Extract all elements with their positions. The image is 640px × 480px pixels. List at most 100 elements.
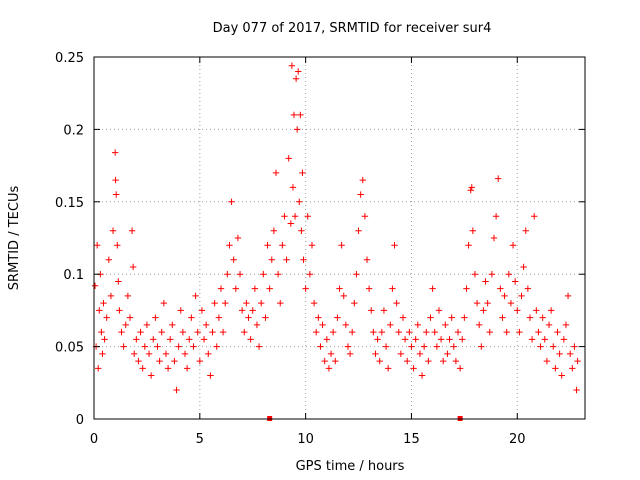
data-point bbox=[319, 321, 326, 329]
data-point bbox=[156, 357, 163, 365]
data-point bbox=[429, 285, 436, 292]
data-point bbox=[342, 321, 350, 329]
data-point bbox=[98, 328, 105, 336]
data-point bbox=[232, 285, 239, 292]
data-point bbox=[533, 307, 540, 314]
data-point bbox=[547, 307, 555, 314]
y-tick-label: 0.2 bbox=[63, 123, 84, 138]
data-point bbox=[511, 278, 519, 285]
data-point bbox=[147, 372, 155, 379]
data-point bbox=[332, 357, 339, 365]
data-point bbox=[112, 176, 119, 184]
data-point bbox=[416, 350, 424, 358]
data-point bbox=[211, 299, 218, 307]
data-point bbox=[368, 307, 375, 314]
data-point bbox=[285, 155, 292, 162]
data-point bbox=[173, 386, 180, 394]
data-point bbox=[100, 299, 107, 307]
data-point bbox=[310, 299, 318, 307]
data-point bbox=[152, 314, 159, 321]
data-point bbox=[253, 321, 261, 329]
data-point bbox=[393, 299, 400, 307]
data-point bbox=[454, 328, 462, 336]
data-point bbox=[505, 271, 513, 278]
data-point bbox=[245, 314, 252, 321]
data-point bbox=[452, 357, 460, 365]
data-point bbox=[255, 343, 263, 350]
y-axis-label: SRMTID / TECUs bbox=[7, 186, 22, 291]
data-point bbox=[236, 271, 244, 278]
data-point bbox=[471, 271, 479, 278]
data-point bbox=[103, 314, 110, 321]
data-point bbox=[560, 336, 568, 343]
data-point bbox=[467, 187, 474, 194]
data-point bbox=[251, 285, 259, 292]
data-point bbox=[213, 343, 220, 350]
data-point bbox=[395, 328, 402, 336]
data-point bbox=[238, 307, 246, 314]
data-point bbox=[91, 282, 99, 289]
data-point bbox=[209, 328, 216, 336]
x-axis-ticks: 0 5 10 15 20 bbox=[90, 57, 526, 447]
data-point bbox=[461, 314, 468, 321]
data-point bbox=[448, 314, 455, 321]
data-point bbox=[291, 213, 299, 220]
data-point bbox=[266, 285, 273, 292]
data-point bbox=[543, 357, 551, 365]
data-point bbox=[573, 386, 580, 394]
data-point bbox=[446, 336, 453, 343]
data-point bbox=[192, 292, 199, 300]
data-point bbox=[302, 285, 309, 292]
data-point bbox=[124, 292, 132, 300]
data-point bbox=[111, 149, 119, 156]
data-point bbox=[113, 191, 120, 198]
y-tick-label: 0 bbox=[76, 413, 84, 428]
data-point bbox=[133, 336, 140, 343]
y-tick-label: 0.1 bbox=[63, 268, 84, 283]
data-point bbox=[283, 256, 290, 263]
data-point bbox=[115, 278, 122, 285]
data-point bbox=[520, 263, 527, 271]
data-point bbox=[101, 336, 108, 343]
data-point bbox=[179, 328, 187, 336]
x-tick-label: 20 bbox=[509, 432, 526, 447]
x-axis-label: GPS time / hours bbox=[296, 459, 405, 474]
data-point bbox=[410, 365, 417, 372]
data-point bbox=[325, 365, 333, 372]
data-point bbox=[118, 328, 125, 336]
data-point bbox=[129, 263, 137, 271]
data-point bbox=[480, 307, 487, 314]
data-point bbox=[503, 328, 510, 336]
data-point bbox=[528, 336, 536, 343]
data-point bbox=[171, 357, 178, 365]
data-point bbox=[562, 321, 570, 329]
data-point bbox=[524, 285, 532, 292]
data-point bbox=[418, 372, 426, 379]
data-point bbox=[370, 328, 377, 336]
data-point bbox=[279, 242, 286, 249]
data-point bbox=[93, 242, 101, 249]
data-point bbox=[406, 328, 413, 336]
data-point bbox=[222, 299, 229, 307]
data-point bbox=[308, 242, 316, 249]
data-point bbox=[122, 321, 129, 329]
data-point bbox=[154, 343, 161, 350]
data-point bbox=[475, 321, 483, 329]
data-point bbox=[162, 350, 170, 358]
data-point bbox=[558, 372, 565, 379]
data-point bbox=[361, 213, 369, 220]
data-point bbox=[262, 314, 269, 321]
data-point bbox=[287, 220, 295, 227]
data-point bbox=[346, 350, 354, 358]
data-point bbox=[268, 256, 275, 263]
data-point bbox=[401, 336, 409, 343]
x-tick-label: 5 bbox=[196, 432, 204, 447]
data-point bbox=[431, 328, 438, 336]
data-point bbox=[425, 357, 432, 365]
data-point bbox=[556, 350, 563, 358]
data-point bbox=[298, 227, 305, 234]
data-point bbox=[207, 372, 214, 379]
data-point bbox=[473, 299, 481, 307]
grid-lines bbox=[94, 57, 585, 419]
data-point bbox=[109, 227, 117, 234]
